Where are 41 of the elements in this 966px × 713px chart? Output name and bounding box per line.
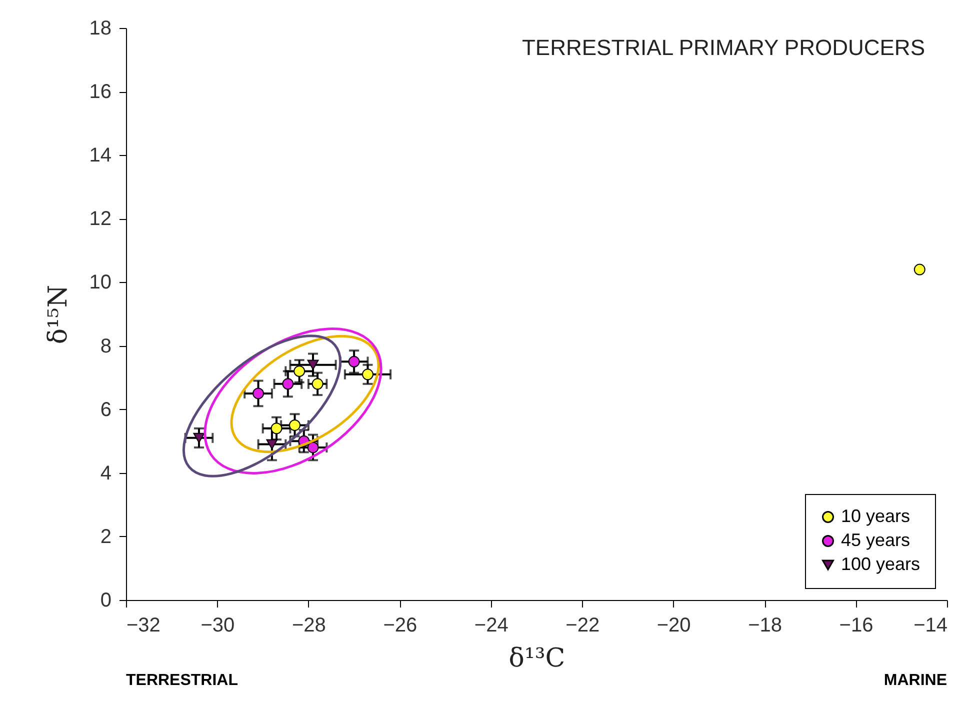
x-tick-label: −26	[383, 614, 418, 636]
y-tick-label: 4	[100, 462, 112, 484]
point	[294, 365, 306, 377]
annotation: TERRESTRIAL PRIMARY PRODUCERS	[522, 35, 925, 60]
x-tick-label: −16	[839, 614, 874, 636]
text: TERRESTRIAL	[126, 672, 238, 689]
y-tick-label: 10	[89, 272, 112, 294]
point	[193, 432, 205, 443]
y-tick-label: 0	[100, 590, 112, 612]
x-tick-label: −20	[656, 614, 691, 636]
point	[282, 378, 294, 390]
point	[914, 264, 926, 276]
y-tick-label: 6	[100, 398, 112, 421]
y-tick-label: 16	[89, 81, 112, 104]
point	[289, 419, 301, 431]
legend-label: 10 years	[841, 506, 910, 526]
y-tick-label: 18	[89, 18, 112, 40]
x-tick-label: −30	[200, 614, 235, 636]
y-tick-label: 2	[100, 526, 112, 548]
text: MARINE	[884, 672, 948, 689]
x-tick-label: −24	[474, 614, 508, 636]
x-tick-label: −14	[914, 614, 948, 636]
x-tick-label: −32	[126, 614, 160, 636]
x-tick-label: −28	[292, 614, 326, 636]
y-tick-label: 8	[100, 335, 112, 358]
point	[307, 442, 319, 454]
y-tick-label: 12	[89, 208, 112, 230]
point	[252, 388, 264, 400]
x-axis-title: δ¹³C	[508, 644, 566, 674]
x-tick-label: −22	[566, 614, 600, 636]
legend-label: 45 years	[841, 530, 910, 550]
point	[307, 360, 319, 370]
legend-label: 100 years	[841, 554, 920, 574]
point	[312, 378, 324, 390]
y-axis-title: δ¹⁵N	[43, 284, 74, 344]
x-tick-label: −18	[748, 614, 782, 636]
point	[362, 368, 374, 380]
point	[348, 356, 360, 368]
point	[270, 422, 282, 434]
y-tick-label: 14	[89, 144, 112, 167]
point	[266, 439, 278, 450]
